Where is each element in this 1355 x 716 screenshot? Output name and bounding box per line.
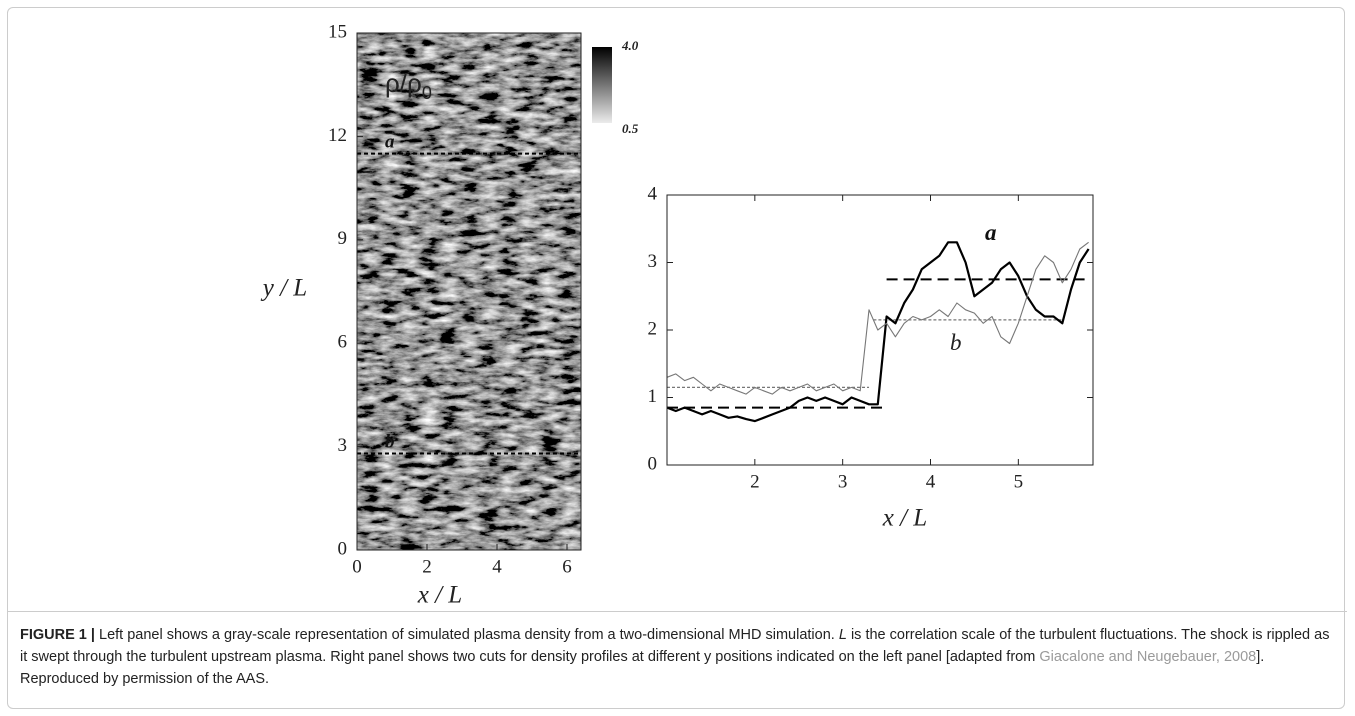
series-label: b xyxy=(950,330,962,355)
figure-frame xyxy=(7,7,1345,709)
quantity-label: ρ/ρ0 xyxy=(385,68,432,103)
x-tick-label: 0 xyxy=(352,556,362,577)
x-tick-label: 3 xyxy=(838,471,848,492)
x-tick-label: 4 xyxy=(492,556,502,577)
caption: FIGURE 1 | Left panel shows a gray-scale… xyxy=(20,624,1330,690)
downstream-region xyxy=(466,33,581,550)
x-tick-label: 6 xyxy=(562,556,572,577)
colorbar xyxy=(592,47,612,123)
y-tick-label: 4 xyxy=(648,183,658,204)
cut-label: b xyxy=(385,431,395,452)
y-tick-label: 3 xyxy=(648,251,658,272)
x-tick-label: 4 xyxy=(926,471,936,492)
y-axis-label: y / L xyxy=(260,275,307,302)
y-tick-label: 6 xyxy=(338,332,348,353)
x-axis-label: x / L xyxy=(417,582,462,609)
colorbar-tick-label: 4.0 xyxy=(621,38,639,53)
y-tick-label: 3 xyxy=(338,435,348,456)
density-image xyxy=(357,33,581,550)
x-axis-label: x / L xyxy=(882,505,927,532)
caption-text: ]. Reproduced by permission of the AAS. xyxy=(20,649,1265,687)
y-tick-label: 12 xyxy=(328,125,347,146)
y-tick-label: 0 xyxy=(648,453,658,474)
plot-frame xyxy=(356,32,582,551)
series-line xyxy=(666,241,1089,395)
quantity-subscript: 0 xyxy=(422,83,432,103)
plot-frame xyxy=(666,194,1094,466)
y-tick-label: 15 xyxy=(328,21,347,42)
caption-text: is the correlation scale of the turbulen… xyxy=(20,627,1330,665)
quantity-text: ρ/ρ xyxy=(385,68,422,98)
x-tick-label: 2 xyxy=(750,471,760,492)
series-line xyxy=(666,241,1090,423)
y-tick-label: 2 xyxy=(648,318,658,339)
caption-label: FIGURE 1 | xyxy=(20,627,95,643)
y-tick-label: 9 xyxy=(338,228,348,249)
x-tick-label: 2 xyxy=(422,556,432,577)
y-tick-label: 0 xyxy=(338,538,348,559)
y-tick-label: 1 xyxy=(648,386,658,407)
colorbar-tick-label: 0.5 xyxy=(622,121,639,136)
citation-link[interactable]: Giacalone and Neugebauer, 2008 xyxy=(1039,649,1257,665)
series-label: a xyxy=(985,220,997,245)
x-tick-label: 5 xyxy=(1014,471,1024,492)
caption-text: Left panel shows a gray-scale representa… xyxy=(99,627,839,643)
figure: ρ/ρ0 x / L y / L x / L a b 0 2 4 603691215a… xyxy=(260,21,1094,609)
cut-label: a xyxy=(385,132,395,153)
separator xyxy=(7,611,1347,612)
caption-text: L xyxy=(838,627,847,643)
